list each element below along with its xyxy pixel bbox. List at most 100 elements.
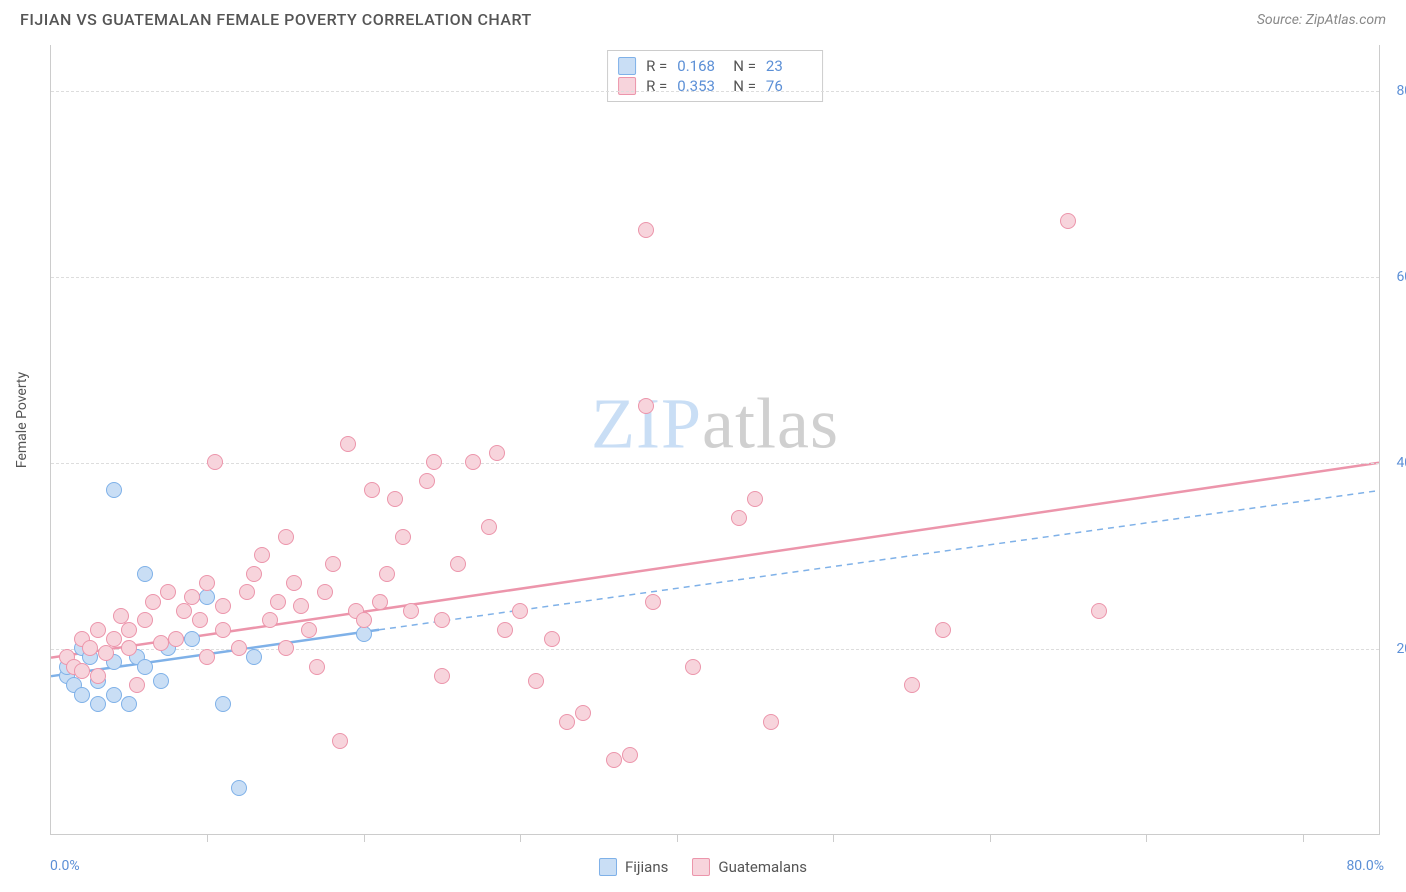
scatter-point <box>82 640 98 656</box>
scatter-point <box>426 454 442 470</box>
scatter-point <box>74 663 90 679</box>
scatter-point <box>379 566 395 582</box>
scatter-point <box>528 673 544 689</box>
y-axis-title: Female Poverty <box>14 372 30 468</box>
scatter-point <box>372 594 388 610</box>
scatter-point <box>904 677 920 693</box>
scatter-point <box>231 780 247 796</box>
scatter-point <box>239 584 255 600</box>
trend-lines-svg <box>51 45 1379 834</box>
scatter-point <box>1060 213 1076 229</box>
legend-label-guatemalans: Guatemalans <box>718 858 807 876</box>
scatter-point <box>364 482 380 498</box>
watermark: ZIPatlas <box>591 382 839 465</box>
y-tick-label: 80.0% <box>1396 83 1406 99</box>
scatter-point <box>262 612 278 628</box>
chart-header: FIJIAN VS GUATEMALAN FEMALE POVERTY CORR… <box>0 0 1406 37</box>
x-tick <box>207 834 208 842</box>
scatter-point <box>192 612 208 628</box>
scatter-point <box>278 640 294 656</box>
scatter-point <box>145 594 161 610</box>
scatter-point <box>387 491 403 507</box>
scatter-point <box>121 622 137 638</box>
scatter-point <box>356 612 372 628</box>
x-tick <box>990 834 991 842</box>
scatter-point <box>199 589 215 605</box>
scatter-point <box>395 529 411 545</box>
x-tick <box>1303 834 1304 842</box>
scatter-point <box>106 687 122 703</box>
scatter-point <box>1091 603 1107 619</box>
stat-n-value-fijians: 23 <box>766 57 812 75</box>
y-tick-label: 20.0% <box>1396 641 1406 657</box>
scatter-point <box>137 612 153 628</box>
scatter-point <box>231 640 247 656</box>
stat-n-label: N = <box>733 57 756 75</box>
scatter-point <box>450 556 466 572</box>
scatter-point <box>160 584 176 600</box>
watermark-zip: ZIP <box>591 383 702 463</box>
gridline <box>51 463 1379 464</box>
scatter-point <box>254 547 270 563</box>
scatter-point <box>90 622 106 638</box>
scatter-point <box>645 594 661 610</box>
scatter-point <box>74 687 90 703</box>
swatch-fijians <box>618 57 636 75</box>
scatter-point <box>481 519 497 535</box>
x-tick <box>520 834 521 842</box>
scatter-point <box>137 659 153 675</box>
scatter-point <box>121 640 137 656</box>
scatter-point <box>301 622 317 638</box>
scatter-point <box>90 668 106 684</box>
scatter-point <box>215 696 231 712</box>
scatter-point <box>286 575 302 591</box>
scatter-point <box>489 445 505 461</box>
scatter-point <box>512 603 528 619</box>
scatter-point <box>638 398 654 414</box>
scatter-point <box>935 622 951 638</box>
legend-swatch-guatemalans <box>692 858 710 876</box>
scatter-point <box>434 612 450 628</box>
legend-item-guatemalans: Guatemalans <box>692 858 807 876</box>
scatter-point <box>199 649 215 665</box>
chart-source: Source: ZipAtlas.com <box>1257 12 1386 28</box>
scatter-point <box>90 696 106 712</box>
scatter-point <box>176 603 192 619</box>
legend-label-fijians: Fijians <box>625 858 668 876</box>
scatter-point <box>731 510 747 526</box>
watermark-atlas: atlas <box>702 383 839 463</box>
stats-row-fijians: R = 0.168 N = 23 <box>618 57 812 75</box>
scatter-point <box>215 622 231 638</box>
scatter-point <box>106 631 122 647</box>
scatter-point <box>129 677 145 693</box>
x-axis-min-label: 0.0% <box>50 858 80 874</box>
scatter-point <box>497 622 513 638</box>
scatter-point <box>575 705 591 721</box>
gridline <box>51 91 1379 92</box>
scatter-point <box>98 645 114 661</box>
chart-plot-area: ZIPatlas R = 0.168 N = 23 R = 0.353 N = … <box>50 45 1380 835</box>
scatter-point <box>246 649 262 665</box>
scatter-point <box>293 598 309 614</box>
scatter-point <box>184 589 200 605</box>
scatter-point <box>434 668 450 684</box>
legend-item-fijians: Fijians <box>599 858 668 876</box>
scatter-point <box>403 603 419 619</box>
scatter-point <box>332 733 348 749</box>
y-tick-label: 60.0% <box>1396 269 1406 285</box>
scatter-point <box>168 631 184 647</box>
scatter-point <box>246 566 262 582</box>
scatter-point <box>419 473 435 489</box>
scatter-point <box>137 566 153 582</box>
scatter-point <box>544 631 560 647</box>
y-tick-label: 40.0% <box>1396 455 1406 471</box>
x-tick <box>677 834 678 842</box>
scatter-point <box>207 454 223 470</box>
scatter-point <box>340 436 356 452</box>
scatter-point <box>215 598 231 614</box>
scatter-point <box>106 482 122 498</box>
stats-legend-box: R = 0.168 N = 23 R = 0.353 N = 76 <box>607 50 823 102</box>
scatter-point <box>325 556 341 572</box>
scatter-point <box>184 631 200 647</box>
scatter-point <box>622 747 638 763</box>
